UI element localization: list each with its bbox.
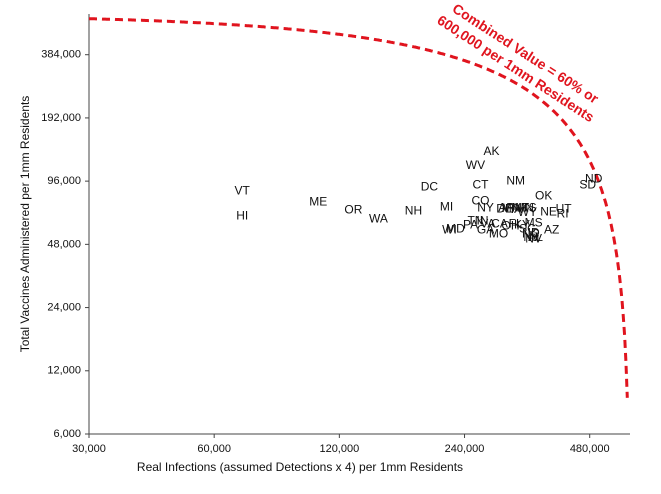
point-label: OR xyxy=(344,203,362,217)
point-label: ME xyxy=(309,194,327,208)
point-label: NM xyxy=(506,173,525,187)
point-label: ND xyxy=(585,171,603,185)
point-label: AK xyxy=(484,144,500,158)
point-label: NV xyxy=(525,232,542,246)
point-label: NJ xyxy=(523,230,538,244)
point-label: MD xyxy=(446,222,465,236)
point-label: RI xyxy=(557,207,569,221)
point-label: MO xyxy=(489,227,508,241)
point-label: SD xyxy=(579,177,596,191)
point-label: MI xyxy=(440,199,453,213)
point-label: TN xyxy=(467,214,483,228)
point-label: WI xyxy=(442,223,457,237)
point-label: MS xyxy=(525,216,543,230)
point-label: PA xyxy=(463,218,478,232)
point-label: CO xyxy=(472,193,490,207)
point-label: AZ xyxy=(544,223,559,237)
point-label: DC xyxy=(421,179,439,193)
point-label: VT xyxy=(235,183,251,197)
point-label: NY xyxy=(477,200,494,214)
y-axis-title: Total Vaccines Administered per 1mm Resi… xyxy=(18,96,32,353)
point-label: GA xyxy=(477,223,494,237)
point-label: DE xyxy=(496,201,513,215)
point-label: CT xyxy=(473,177,490,191)
annotation: Combined Value = 60% or 600,000 per 1mm … xyxy=(434,0,602,126)
point-label: SC xyxy=(519,222,536,236)
point-label: VA xyxy=(480,217,495,231)
y-tick-label: 48,000 xyxy=(47,238,81,250)
y-tick-label: 12,000 xyxy=(47,365,81,377)
y-tick-label: 384,000 xyxy=(41,49,81,61)
point-label: MN xyxy=(515,200,534,214)
point-label: NE xyxy=(540,204,557,218)
y-tick-label: 96,000 xyxy=(47,175,81,187)
y-tick-label: 24,000 xyxy=(47,301,81,313)
point-label: KY xyxy=(514,218,530,232)
x-tick-label: 120,000 xyxy=(319,443,359,455)
point-label: ID xyxy=(528,226,540,240)
x-tick-label: 30,000 xyxy=(72,443,106,455)
point-label: WV xyxy=(466,158,485,172)
point-label: OH xyxy=(502,219,520,233)
point-label: MA xyxy=(502,201,520,215)
point-label: MT xyxy=(512,200,530,214)
point-label: CA xyxy=(491,217,508,231)
point-label: WA xyxy=(369,212,388,226)
x-tick-label: 60,000 xyxy=(197,443,231,455)
point-label: KS xyxy=(521,200,537,214)
x-axis-title: Real Infections (assumed Detections x 4)… xyxy=(137,460,463,474)
x-tick-label: 240,000 xyxy=(445,443,485,455)
point-label: HI xyxy=(236,209,248,223)
annotation-line: 600,000 per 1mm Residents xyxy=(434,12,597,126)
point-label: IN xyxy=(477,214,489,228)
point-label: IA xyxy=(511,202,522,216)
y-tick-label: 192,000 xyxy=(41,112,81,124)
point-label: WY xyxy=(518,205,537,219)
x-tick-label: 480,000 xyxy=(570,443,610,455)
point-label: AL xyxy=(528,230,543,244)
point-label: AR xyxy=(498,200,515,214)
point-label: NC xyxy=(522,227,540,241)
point-label: NH xyxy=(405,203,422,217)
y-tick-label: 6,000 xyxy=(53,428,81,440)
point-label: OK xyxy=(535,188,552,202)
threshold-curve xyxy=(89,17,629,398)
point-label: FL xyxy=(509,217,523,231)
point-label: UT xyxy=(556,201,573,215)
